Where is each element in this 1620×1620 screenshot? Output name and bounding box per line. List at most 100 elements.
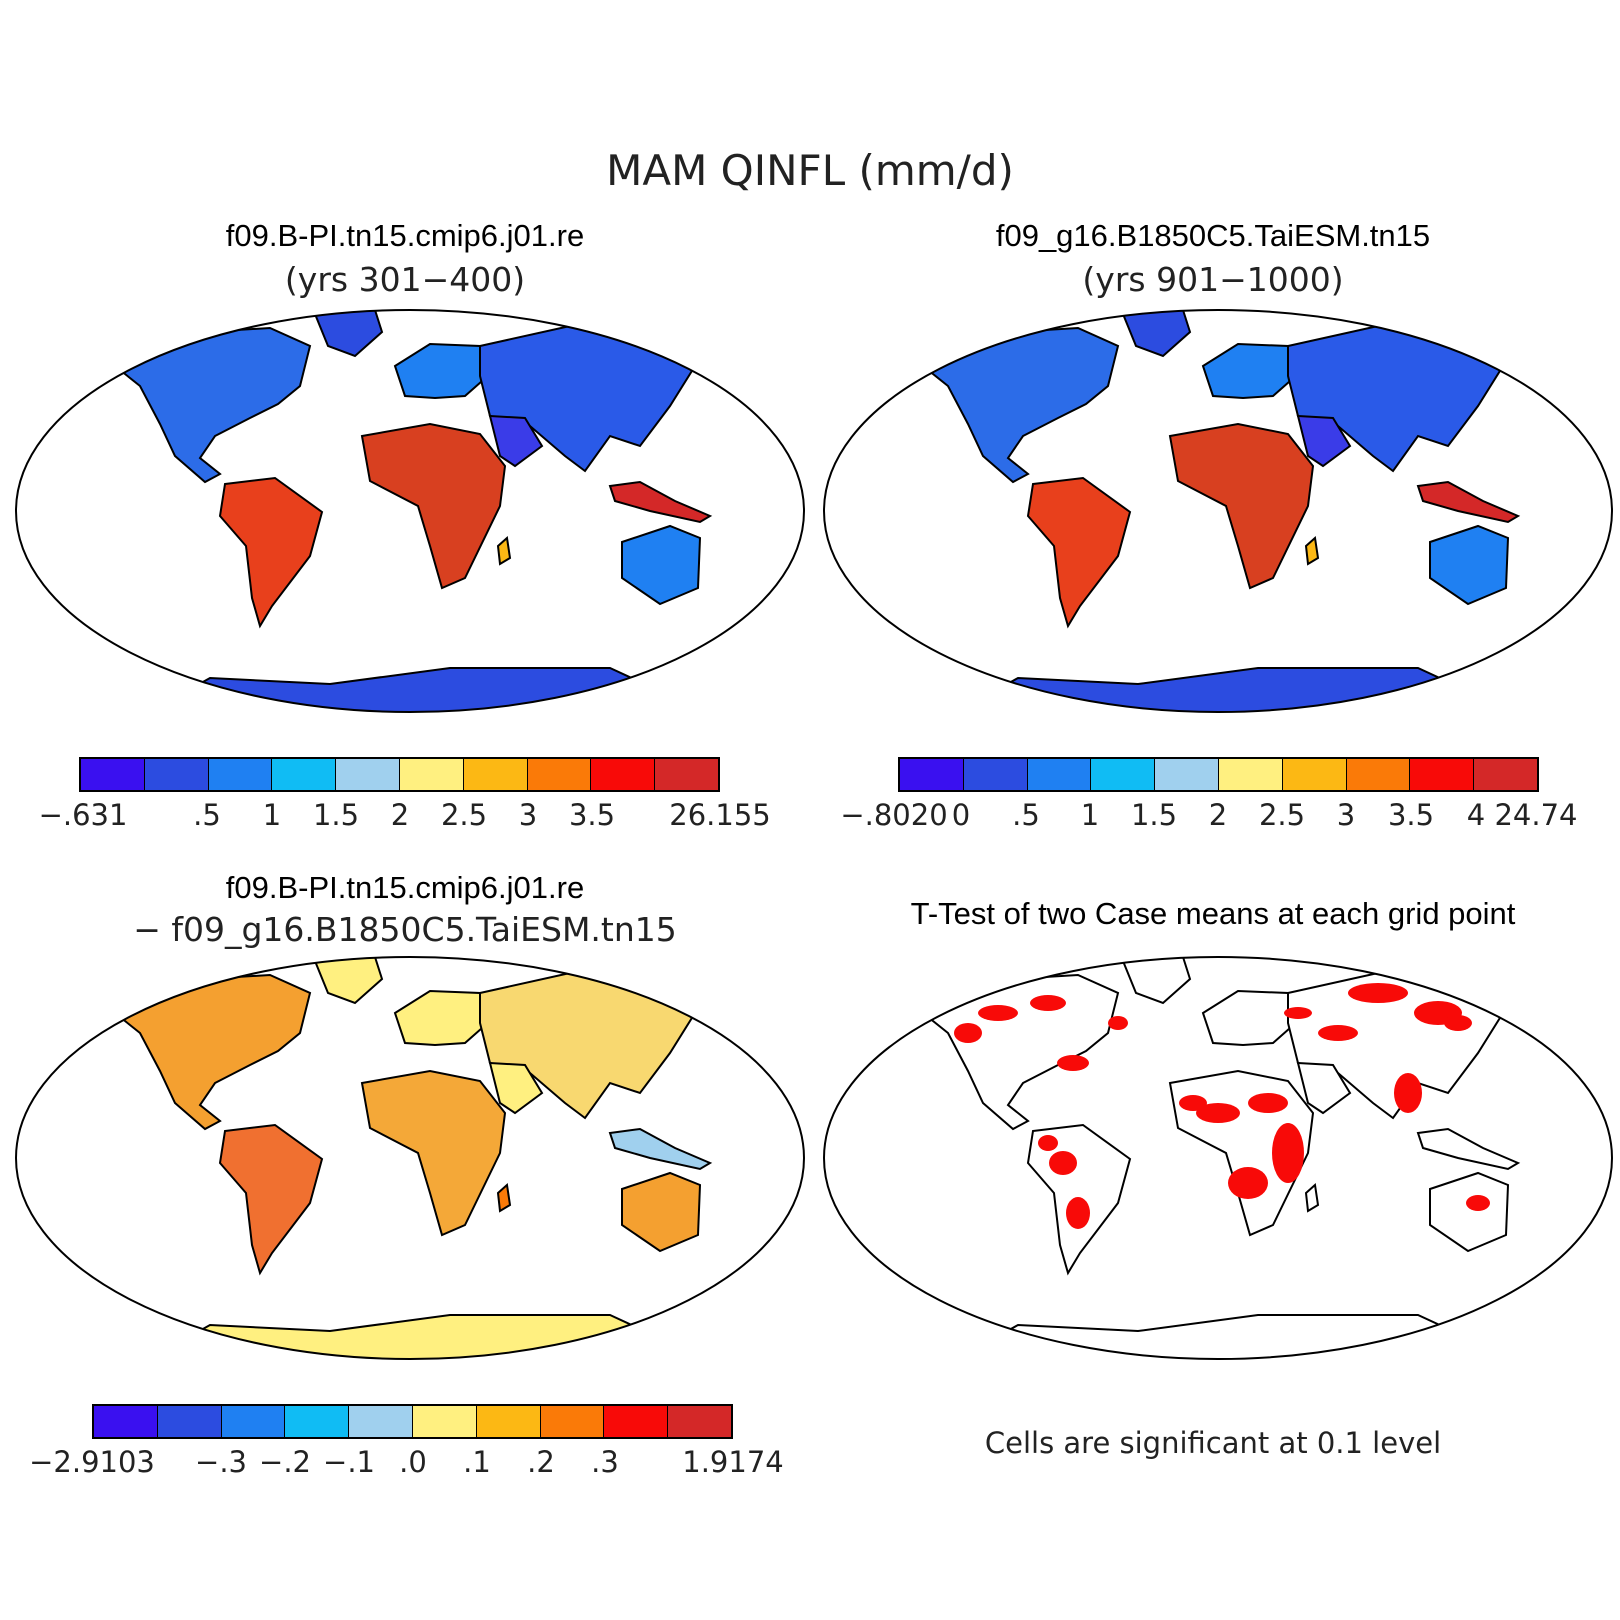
colorbar-box: [591, 759, 656, 790]
namerica-land: [102, 326, 312, 484]
colorbar-box: [1027, 759, 1092, 790]
significant-cell: [978, 1005, 1018, 1021]
arabia-land: [1296, 414, 1352, 468]
colorbar-bottom-left: [92, 1404, 733, 1439]
tick-label: 2: [1208, 798, 1228, 832]
colorbar-box: [655, 759, 718, 790]
significant-cell: [1394, 1073, 1422, 1113]
colorbar-box: [208, 759, 273, 790]
colorbar-top-left: [79, 757, 720, 792]
colorbar-box: [157, 1406, 222, 1437]
significant-cell: [1066, 1197, 1090, 1229]
arabia-land: [488, 1061, 544, 1115]
map-frame: [15, 309, 805, 713]
significant-cell: [1179, 1095, 1207, 1111]
colorbar-box: [81, 759, 145, 790]
colorbar-box: [285, 1406, 350, 1437]
colorbar-box: [1474, 759, 1537, 790]
colorbar-box: [1155, 759, 1219, 790]
panel-subtitle-top-left: (yrs 301−400): [284, 260, 526, 299]
madagascar-land: [496, 536, 512, 566]
panel-subtitle-top-right: (yrs 901−1000): [1082, 260, 1344, 299]
namerica-land: [910, 973, 1120, 1131]
indonesia-land: [1416, 1127, 1521, 1171]
significant-cell: [1272, 1123, 1304, 1183]
significant-cell: [954, 1023, 982, 1043]
europe-land: [1201, 342, 1300, 400]
greenland-land: [313, 310, 384, 358]
colorbar-ticks-bottom-left: −2.9103 −.3 −.2 −.1 .0 .1 .2 .3 1.9174: [0, 1445, 810, 1481]
australia-land: [621, 524, 702, 606]
tick-label: −.1: [323, 1445, 375, 1479]
australia-land: [1429, 524, 1510, 606]
colorbar-box: [1282, 759, 1347, 790]
colorbar-box: [221, 1406, 286, 1437]
tick-label: 26.155: [669, 798, 771, 832]
tick-label: .5: [193, 798, 221, 832]
colorbar-top-right: [898, 757, 1539, 792]
tick-label: 1: [1080, 798, 1100, 832]
tick-label: 2: [390, 798, 410, 832]
colorbar-box: [1410, 759, 1475, 790]
africa-land: [360, 422, 507, 590]
tick-label: −.3: [195, 1445, 247, 1479]
map-frame: [823, 956, 1613, 1360]
tick-label: −.631: [38, 798, 128, 832]
tick-label: 3: [518, 798, 538, 832]
tick-label: 2.5: [1258, 798, 1306, 832]
indonesia-land: [608, 1127, 713, 1171]
australia-land: [1429, 1171, 1510, 1253]
colorbar-box: [94, 1406, 158, 1437]
indonesia-land: [608, 480, 713, 524]
colorbar-box: [963, 759, 1028, 790]
significant-cell: [1228, 1167, 1268, 1199]
colorbar-box: [463, 759, 528, 790]
panel-title-bottom-left: f09.B-PI.tn15.cmip6.j01.re: [225, 870, 585, 905]
tick-label: 3.5: [568, 798, 616, 832]
tick-label: .1: [463, 1445, 491, 1479]
europe-land: [1201, 989, 1300, 1047]
significant-cell: [1108, 1016, 1128, 1030]
tick-label: 1.9174: [682, 1445, 784, 1479]
map-top-right: [823, 309, 1613, 713]
tick-label: −2.9103: [29, 1445, 155, 1479]
australia-land: [621, 1171, 702, 1253]
colorbar-box: [668, 1406, 731, 1437]
significant-cell: [1049, 1151, 1077, 1175]
panel-title-top-right: f09_g16.B1850C5.TaiESM.tn15: [995, 218, 1431, 253]
colorbar-box: [272, 759, 337, 790]
colorbar-box: [604, 1406, 669, 1437]
tick-label: −.8020: [840, 798, 948, 832]
tick-label: 1.5: [312, 798, 360, 832]
tick-label: .5: [1012, 798, 1040, 832]
tick-label: 3: [1336, 798, 1356, 832]
significance-note: Cells are significant at 0.1 level: [984, 1426, 1442, 1460]
tick-label: .0: [399, 1445, 427, 1479]
arabia-land: [488, 414, 544, 468]
significant-cell: [1248, 1093, 1288, 1113]
tick-label: .2: [527, 1445, 555, 1479]
panel-title-top-left: f09.B-PI.tn15.cmip6.j01.re: [225, 218, 585, 253]
tick-label: 24.74: [1494, 798, 1578, 832]
map-top-left: [15, 309, 805, 713]
significant-cell: [1348, 983, 1408, 1003]
madagascar-land: [496, 1183, 512, 1213]
madagascar-land: [1304, 536, 1320, 566]
map-frame: [823, 309, 1613, 713]
colorbar-box: [476, 1406, 541, 1437]
africa-land: [360, 1069, 507, 1237]
colorbar-box: [900, 759, 964, 790]
main-title: MAM QINFL (mm/d): [606, 146, 1014, 195]
greenland-land: [1121, 957, 1192, 1005]
significant-cell: [1038, 1135, 1058, 1151]
greenland-land: [1121, 310, 1192, 358]
tick-label: 0: [951, 798, 971, 832]
map-bottom-right: [823, 956, 1613, 1360]
namerica-land: [102, 973, 312, 1131]
colorbar-box: [399, 759, 464, 790]
samerica-land: [218, 476, 324, 629]
indonesia-land: [1416, 480, 1521, 524]
colorbar-box: [349, 1406, 413, 1437]
greenland-land: [313, 957, 384, 1005]
europe-land: [393, 989, 492, 1047]
